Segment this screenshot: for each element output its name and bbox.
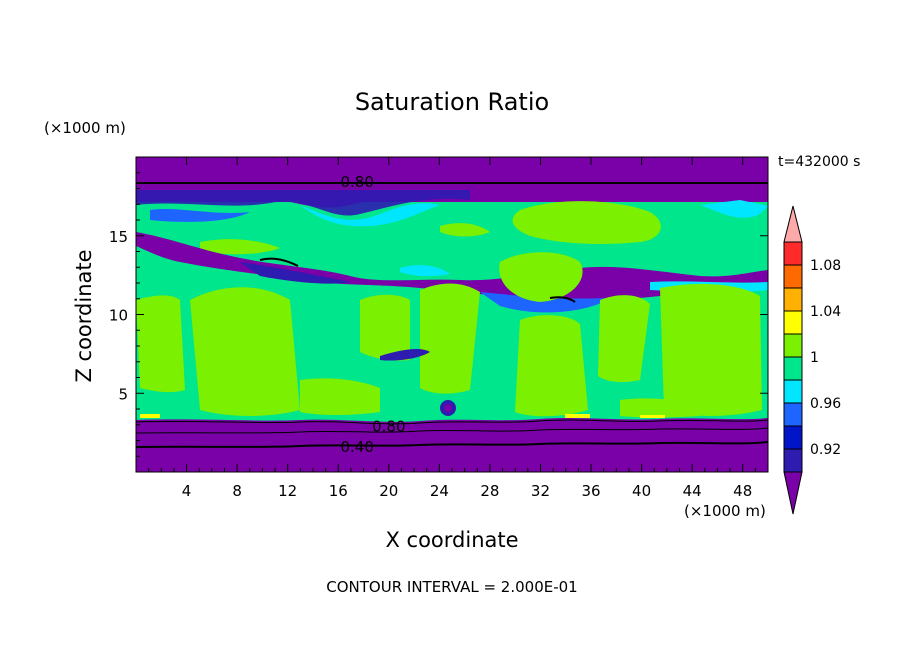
small-dry-patch (380, 349, 430, 361)
x-tick-label: 4 (182, 482, 192, 500)
colorbar-box (783, 310, 803, 335)
blue-wisp-1 (150, 209, 250, 222)
field-layer (136, 157, 768, 472)
chart-title: Saturation Ratio (354, 88, 550, 116)
yellow-spot-1 (140, 414, 160, 418)
x-tick-label: 40 (632, 482, 651, 500)
y-axis-ticks: 5 10 15 (109, 172, 768, 457)
contour-line-0.80-lower (136, 427, 768, 434)
contour-line-dry-pocket-2 (549, 296, 576, 303)
green-column-7 (598, 295, 650, 383)
x-tick-label: 28 (480, 482, 499, 500)
x-unit-label: (×1000 m) (684, 502, 766, 520)
green-column-6 (515, 315, 588, 417)
colorbar-tick-label: 0.92 (810, 442, 841, 458)
colorbar-upper-extension (783, 205, 803, 243)
colorbar-box (783, 379, 803, 404)
green-column-3 (360, 294, 410, 361)
colorbar-tick-label: 0.96 (810, 396, 841, 412)
colorbar-tick-label: 1.04 (810, 304, 841, 320)
x-tick-label: 48 (733, 482, 752, 500)
colorbar: 0.92 0.96 1 1.04 1.08 (783, 205, 841, 515)
contour-label: 0.80 (340, 173, 373, 191)
low-dry-eddy-core (444, 404, 452, 412)
colorbar-tick-label: 1 (810, 350, 819, 366)
z-unit-label: (×1000 m) (44, 119, 126, 137)
cyan-wisp-2 (700, 200, 768, 218)
green-patch-upper-1 (512, 201, 661, 244)
colorbar-tick-label: 1.08 (810, 258, 841, 274)
x-tick-label: 20 (379, 482, 398, 500)
x-tick-label: 32 (531, 482, 550, 500)
green-column-9 (300, 378, 380, 415)
green-blob-5 (499, 252, 583, 302)
mid-blue-2 (480, 292, 610, 313)
x-tick-label: 36 (581, 482, 600, 500)
cyan-wisp-1 (300, 203, 440, 227)
contour-labels: 0.80 0.80 0.40 (340, 173, 405, 456)
x-tick-label: 8 (232, 482, 242, 500)
x-tick-label: 44 (683, 482, 702, 500)
colorbar-box (783, 425, 803, 450)
contour-line-0.40 (136, 441, 768, 448)
green-patch-upper-3 (440, 223, 490, 237)
x-tick-label: 12 (278, 482, 297, 500)
x-tick-label: 16 (329, 482, 348, 500)
x-tick-label: 24 (430, 482, 449, 500)
mid-dry-band (136, 232, 768, 302)
yellow-spot-3 (640, 415, 665, 418)
y-tick-label: 5 (118, 385, 128, 403)
colorbar-box (783, 287, 803, 312)
colorbar-box (783, 448, 803, 473)
contour-line-1.0-lower (136, 419, 768, 425)
colorbar-box (783, 264, 803, 289)
yellow-spot-2 (565, 414, 590, 418)
contour-interval-note: CONTOUR INTERVAL = 2.000E-01 (326, 578, 578, 596)
colorbar-box (783, 241, 803, 266)
green-patch-low (620, 398, 700, 418)
mid-cyan-1 (400, 265, 450, 277)
colorbar-box (783, 333, 803, 358)
x-axis-ticks: 4 8 12 16 20 24 28 32 36 40 44 48 (148, 157, 756, 500)
upper-blue-wisp (136, 190, 470, 216)
colorbar-box (783, 402, 803, 427)
green-patch-upper-2 (200, 239, 280, 255)
x-axis-label: X coordinate (385, 528, 519, 552)
y-tick-label: 15 (109, 228, 128, 246)
mid-blue-1 (240, 262, 350, 284)
colorbar-lower-extension (783, 471, 803, 515)
contour-label: 0.40 (340, 438, 373, 456)
green-column-2 (190, 287, 300, 416)
green-column-4 (420, 283, 480, 394)
contour-label: 0.80 (372, 417, 405, 435)
colorbar-box (783, 356, 803, 381)
green-column-1 (136, 295, 185, 393)
contour-line-dry-pocket-1 (259, 257, 299, 267)
y-tick-label: 10 (109, 307, 128, 325)
green-column-8 (660, 283, 762, 416)
time-label: t=432000 s (778, 154, 861, 170)
